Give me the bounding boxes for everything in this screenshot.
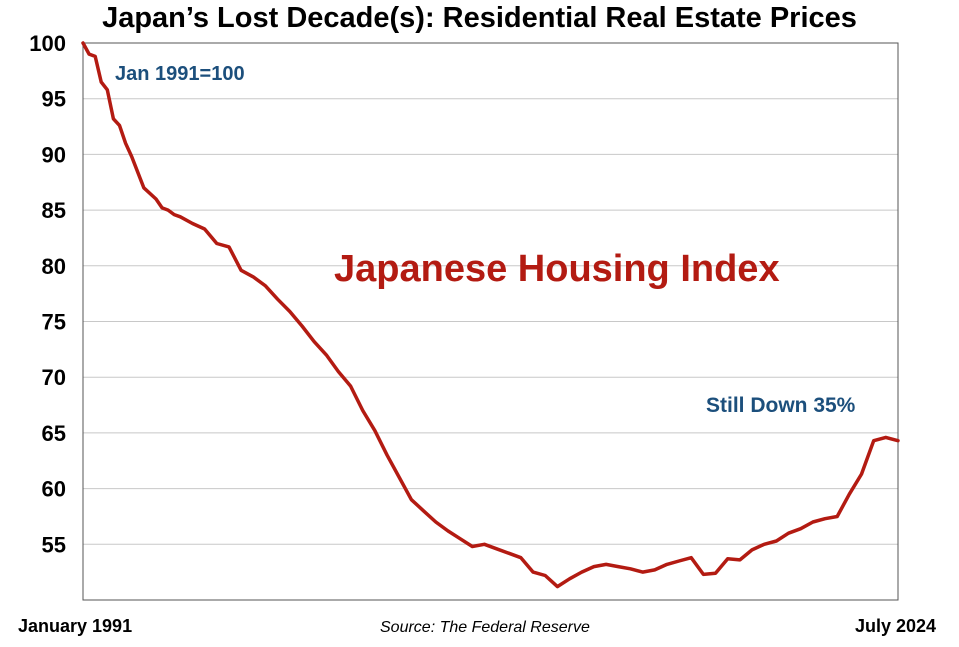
- data-point: [653, 569, 656, 571]
- data-point: [690, 556, 692, 559]
- data-point: [751, 549, 753, 551]
- plot-border: [82, 42, 899, 601]
- data-point: [252, 276, 255, 278]
- data-point: [495, 548, 498, 550]
- data-point: [532, 571, 534, 573]
- data-point: [264, 285, 267, 287]
- data-point: [94, 55, 96, 58]
- data-point: [240, 269, 242, 272]
- source-note: Source: The Federal Reserve: [380, 619, 590, 636]
- data-point: [124, 142, 127, 145]
- y-tick-label: 65: [42, 421, 66, 446]
- series-line: [81, 41, 900, 589]
- data-point: [313, 340, 315, 343]
- y-tick-label: 85: [42, 198, 66, 223]
- data-point: [422, 510, 425, 512]
- y-tick-label: 75: [42, 310, 66, 335]
- data-point: [702, 573, 705, 576]
- data-point: [106, 89, 109, 91]
- data-point: [276, 298, 279, 301]
- data-point: [161, 207, 163, 209]
- data-point: [568, 578, 571, 580]
- data-point: [629, 568, 632, 570]
- data-point: [459, 537, 461, 540]
- data-point: [179, 216, 182, 218]
- data-point: [398, 476, 401, 479]
- data-point: [167, 209, 169, 211]
- data-point: [775, 540, 778, 542]
- data-point: [301, 325, 303, 327]
- data-point: [362, 409, 364, 412]
- data-point: [605, 563, 607, 566]
- annotation-layer: Jan 1991=100 Japanese Housing Index Still …: [115, 63, 856, 417]
- base-annotation: Jan 1991=100: [115, 63, 245, 85]
- data-point: [848, 493, 851, 496]
- data-point: [739, 559, 741, 561]
- data-point: [617, 565, 619, 568]
- data-point: [714, 572, 717, 575]
- data-point: [872, 439, 875, 442]
- data-point: [435, 521, 437, 523]
- data-point: [173, 213, 175, 216]
- data-point: [191, 222, 194, 225]
- y-tick-label: 70: [42, 365, 66, 390]
- data-point: [130, 155, 133, 158]
- recent-annotation: Still Down 35%: [706, 394, 856, 417]
- y-tick-label: 60: [42, 477, 66, 502]
- data-point: [678, 560, 680, 562]
- data-point: [374, 429, 376, 432]
- data-point: [325, 354, 328, 356]
- data-point: [580, 571, 583, 573]
- data-point: [641, 571, 644, 573]
- data-point: [812, 521, 814, 523]
- y-tick-label: 100: [29, 31, 66, 56]
- y-tick-label: 90: [42, 142, 66, 167]
- data-point: [885, 436, 887, 439]
- data-point: [386, 454, 388, 457]
- data-point: [216, 242, 218, 245]
- data-point: [112, 118, 115, 120]
- data-point: [787, 532, 790, 534]
- series-label: Japanese Housing Index: [334, 248, 780, 290]
- data-point: [82, 42, 84, 44]
- data-point: [556, 585, 559, 588]
- data-point: [799, 527, 802, 530]
- data-point: [544, 574, 546, 577]
- plot-frame: [82, 42, 899, 601]
- data-point: [836, 515, 838, 518]
- data-point: [410, 498, 413, 501]
- data-point: [203, 228, 206, 230]
- data-point: [155, 198, 157, 200]
- data-point: [349, 385, 352, 387]
- data-point: [143, 187, 145, 189]
- data-point: [228, 246, 230, 248]
- y-tick-label: 95: [42, 87, 66, 112]
- x-start-label: January 1991: [18, 616, 133, 636]
- data-point: [860, 473, 863, 475]
- data-point: [507, 552, 510, 554]
- data-point: [118, 124, 121, 127]
- data-point: [88, 53, 90, 55]
- data-point: [100, 81, 102, 83]
- data-point: [726, 558, 729, 560]
- data-point: [824, 517, 826, 520]
- data-point: [337, 370, 340, 373]
- data-point: [593, 565, 595, 568]
- data-point: [520, 556, 522, 559]
- y-tick-label: 80: [42, 254, 66, 279]
- series-layer: [81, 41, 900, 589]
- y-tick-label: 55: [42, 532, 66, 557]
- data-point: [471, 545, 474, 548]
- data-point: [447, 530, 449, 532]
- y-axis-ticks: 100 95 90 85 80 75 70 65 60 55: [29, 31, 66, 557]
- data-point: [289, 310, 291, 313]
- chart-title: Japan’s Lost Decade(s): Residential Real…: [102, 2, 857, 34]
- data-point: [763, 543, 765, 546]
- data-point: [483, 543, 486, 546]
- data-point: [666, 563, 668, 566]
- grid-lines: [83, 98, 898, 545]
- x-end-label: July 2024: [855, 616, 937, 636]
- data-point: [897, 439, 899, 442]
